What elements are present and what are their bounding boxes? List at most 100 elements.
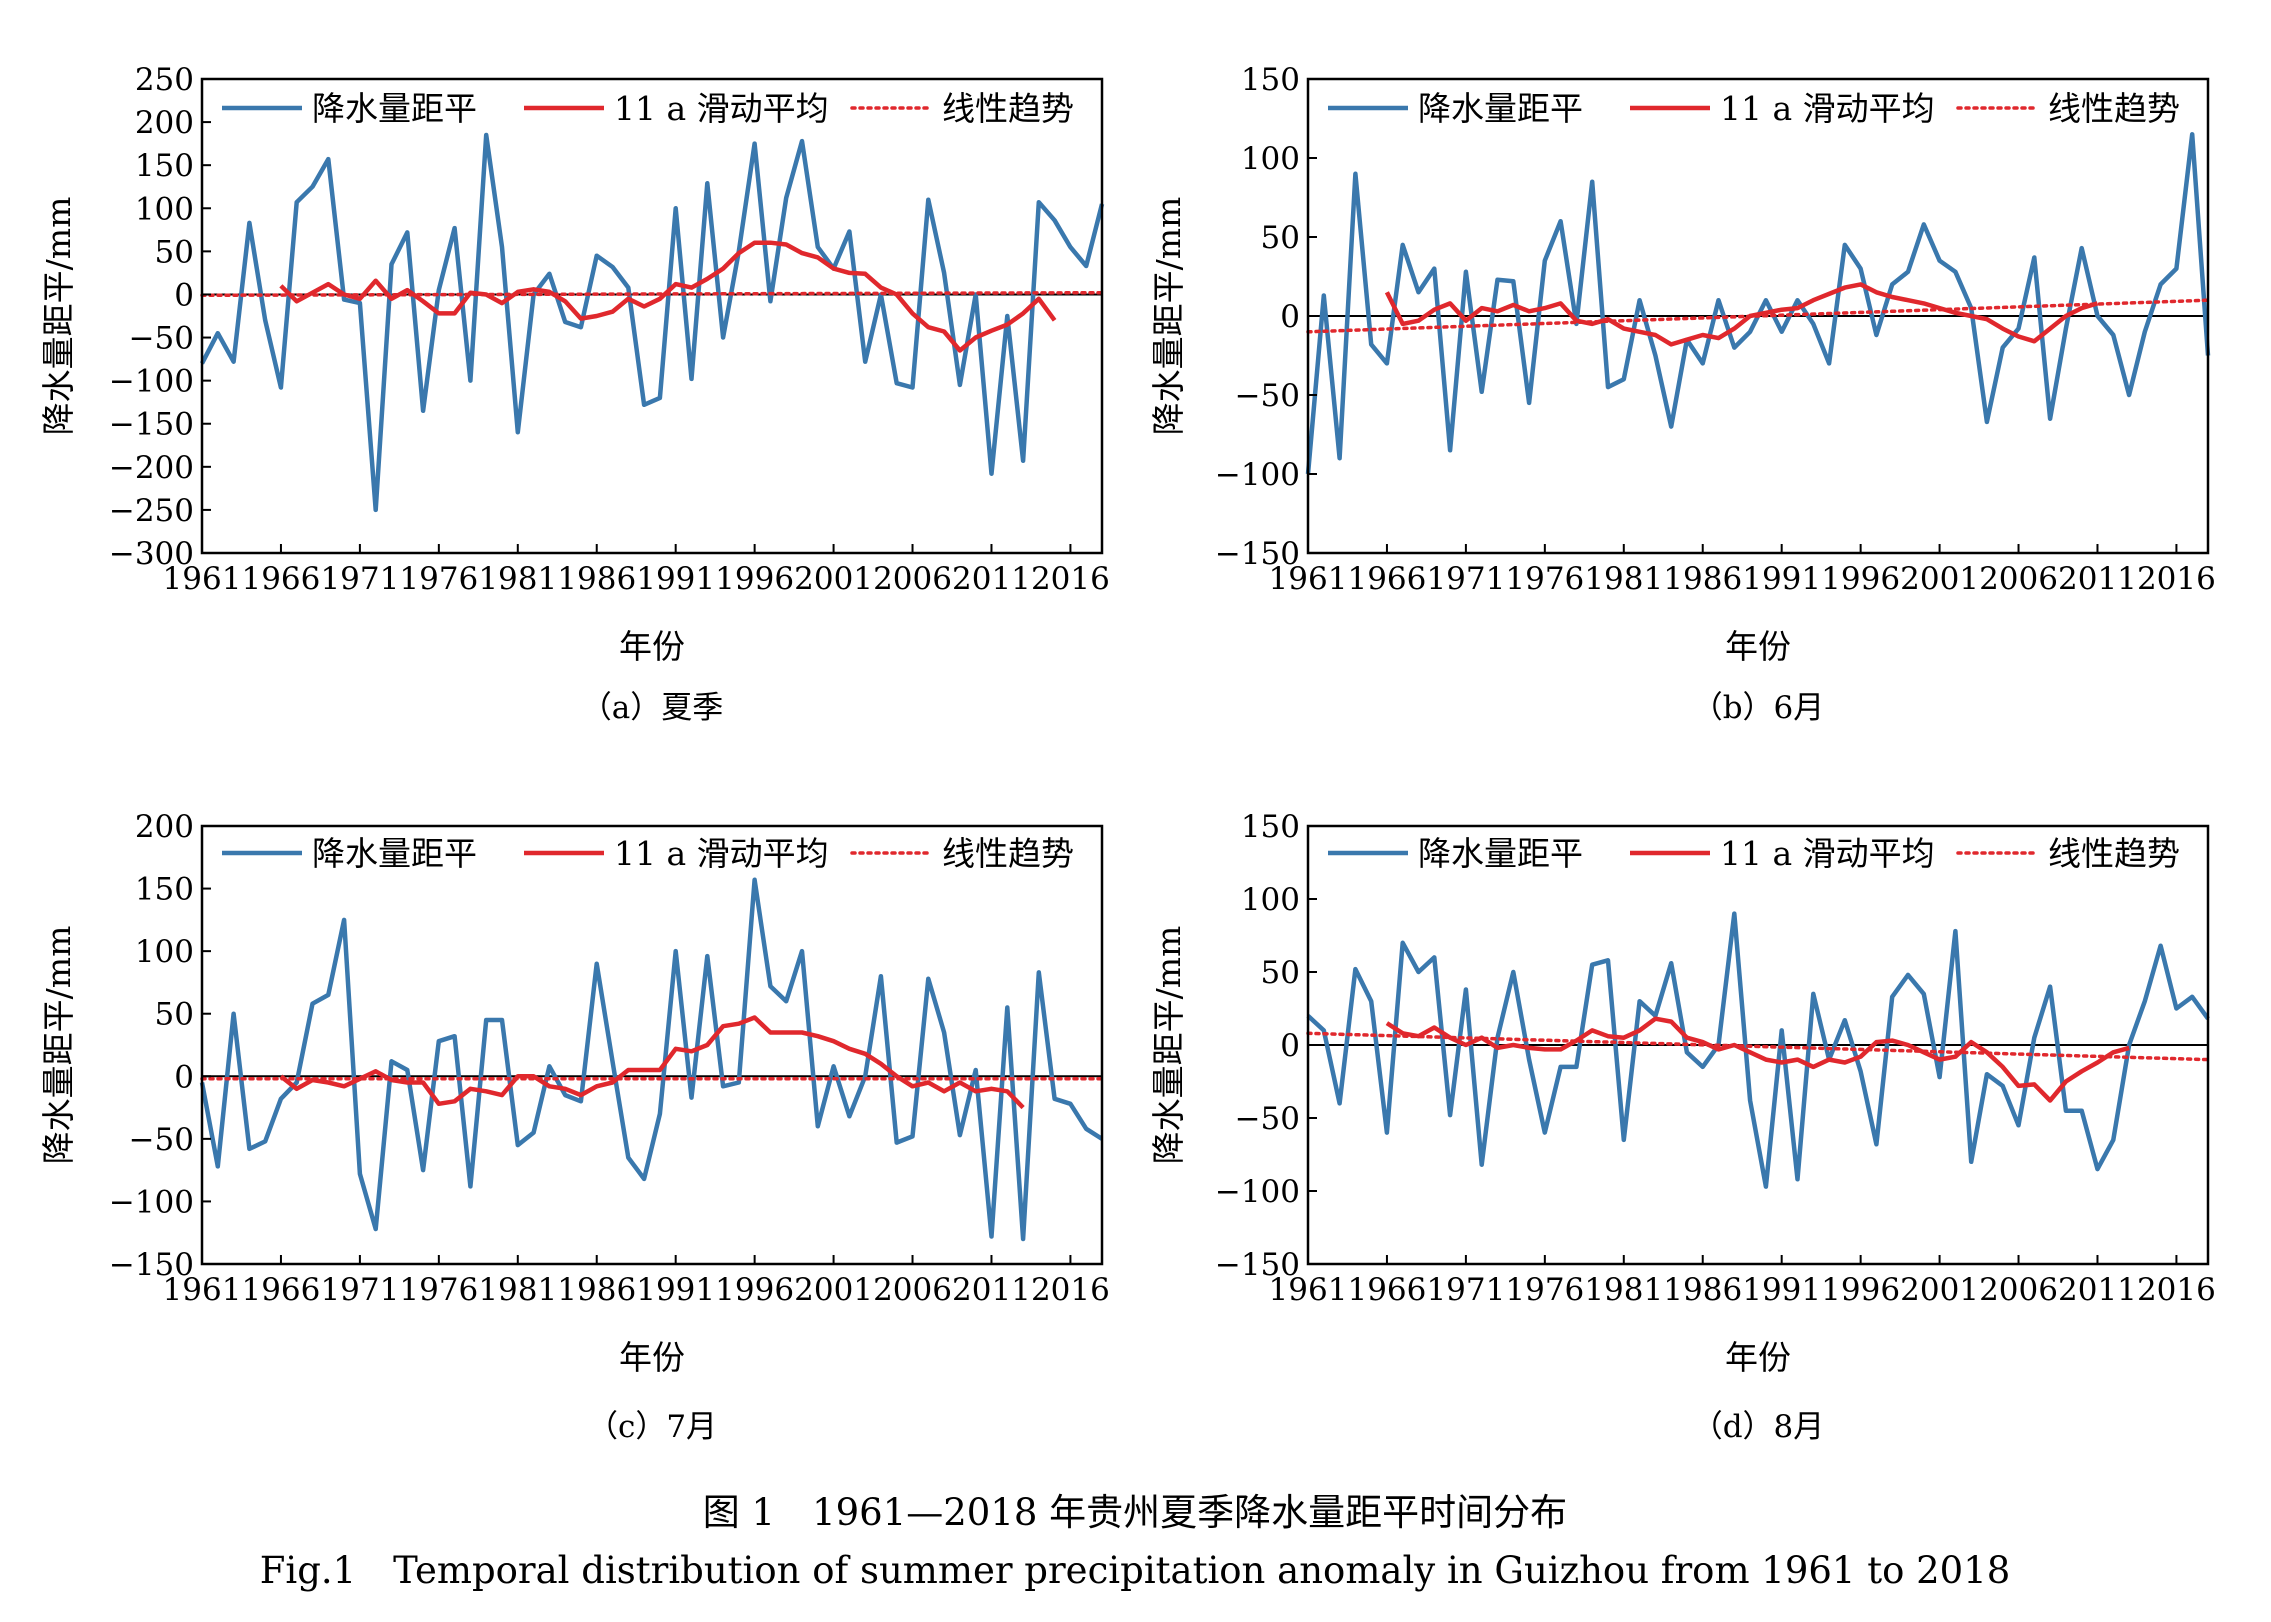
chart-panel: 250200150100500−50−100−150−200−250−30019… bbox=[39, 62, 1110, 726]
y-tick-label: 150 bbox=[1241, 809, 1300, 845]
y-tick-label: 0 bbox=[174, 277, 194, 313]
y-axis-title: 降水量距平/mm bbox=[1149, 926, 1188, 1165]
legend-trend-label: 线性趋势 bbox=[2048, 89, 2180, 128]
figure-caption-en: Fig.1 Temporal distribution of summer pr… bbox=[260, 1549, 2011, 1592]
moving-average-line bbox=[279, 240, 1057, 353]
y-tick-label: 100 bbox=[1241, 882, 1300, 918]
x-tick-label: 1986 bbox=[1663, 561, 1742, 597]
x-tick-label: 1961 bbox=[1269, 1272, 1348, 1308]
y-tick-label: 0 bbox=[174, 1059, 194, 1095]
x-tick-label: 2006 bbox=[1979, 1272, 2058, 1308]
y-tick-label: −100 bbox=[1215, 457, 1300, 493]
x-tick-label: 1981 bbox=[478, 561, 557, 597]
x-tick-label: 1991 bbox=[636, 561, 715, 597]
legend-trend-label: 线性趋势 bbox=[942, 834, 1074, 873]
plot-frame bbox=[200, 77, 1104, 555]
y-tick-label: 100 bbox=[135, 934, 194, 970]
y-tick-label: −150 bbox=[1215, 1247, 1300, 1283]
x-tick-label: 2001 bbox=[794, 1272, 873, 1308]
y-tick-label: −150 bbox=[109, 407, 194, 443]
trend-line bbox=[200, 290, 1104, 298]
x-tick-label: 2011 bbox=[952, 1272, 1031, 1308]
y-tick-label: −100 bbox=[109, 1184, 194, 1220]
x-axis-title: 年份 bbox=[619, 1338, 685, 1377]
legend-anomaly-label: 降水量距平 bbox=[1418, 834, 1583, 873]
x-tick-label: 1966 bbox=[1347, 1272, 1426, 1308]
y-tick-label: −100 bbox=[109, 364, 194, 400]
y-tick-label: 200 bbox=[135, 809, 194, 845]
legend: 降水量距平 11 a 滑动平均 线性趋势 bbox=[1328, 89, 2180, 128]
anomaly-line bbox=[199, 877, 1104, 1242]
x-tick-label: 2016 bbox=[1031, 561, 1110, 597]
y-tick-label: −100 bbox=[1215, 1174, 1300, 1210]
y-tick-label: −150 bbox=[109, 1247, 194, 1283]
x-tick-label: 2001 bbox=[1900, 561, 1979, 597]
x-tick-label: 2016 bbox=[2137, 561, 2216, 597]
y-axis-title: 降水量距平/mm bbox=[39, 926, 78, 1165]
y-tick-label: −150 bbox=[1215, 536, 1300, 572]
x-axis-title: 年份 bbox=[1725, 627, 1791, 666]
x-tick-label: 1966 bbox=[241, 1272, 320, 1308]
x-tick-label: 1986 bbox=[1663, 1272, 1742, 1308]
y-tick-label: 50 bbox=[155, 234, 194, 270]
y-tick-label: 50 bbox=[1261, 220, 1300, 256]
x-tick-label: 2011 bbox=[952, 561, 1031, 597]
figure-caption-cn: 图 1 1961—2018 年贵州夏季降水量距平时间分布 bbox=[703, 1491, 1567, 1534]
y-tick-label: −250 bbox=[109, 493, 194, 529]
y-tick-label: −50 bbox=[1235, 1101, 1300, 1137]
trend-line bbox=[1306, 298, 2210, 334]
x-tick-label: 1961 bbox=[163, 561, 242, 597]
x-tick-label: 1976 bbox=[1505, 1272, 1584, 1308]
x-tick-label: 1976 bbox=[399, 1272, 478, 1308]
y-tick-label: 150 bbox=[135, 148, 194, 184]
x-tick-label: 1996 bbox=[715, 1272, 794, 1308]
legend: 降水量距平 11 a 滑动平均 线性趋势 bbox=[222, 89, 1074, 128]
y-tick-label: 200 bbox=[135, 105, 194, 141]
x-tick-label: 2006 bbox=[873, 561, 952, 597]
legend: 降水量距平 11 a 滑动平均 线性趋势 bbox=[222, 834, 1074, 873]
plot-series bbox=[1306, 911, 2210, 1189]
plot-series bbox=[199, 877, 1104, 1242]
x-tick-label: 1971 bbox=[1426, 561, 1505, 597]
y-axis-title: 降水量距平/mm bbox=[39, 197, 78, 436]
plot-series bbox=[1305, 132, 2211, 475]
y-tick-label: −50 bbox=[129, 321, 194, 357]
x-tick-label: 2001 bbox=[1900, 1272, 1979, 1308]
y-tick-label: 150 bbox=[1241, 62, 1300, 98]
legend-anomaly-label: 降水量距平 bbox=[312, 89, 477, 128]
moving-average-line bbox=[1385, 1016, 2130, 1103]
y-tick-label: 0 bbox=[1280, 1028, 1300, 1064]
anomaly-line bbox=[1306, 911, 2210, 1189]
x-tick-label: 1991 bbox=[636, 1272, 715, 1308]
legend: 降水量距平 11 a 滑动平均 线性趋势 bbox=[1328, 834, 2180, 873]
legend-trend-label: 线性趋势 bbox=[2048, 834, 2180, 873]
y-tick-label: 100 bbox=[1241, 141, 1300, 177]
moving-average-line bbox=[1384, 282, 2099, 347]
legend-moving-average-label: 11 a 滑动平均 bbox=[1720, 834, 1935, 873]
y-tick-label: 50 bbox=[1261, 955, 1300, 991]
x-tick-label: 2001 bbox=[794, 561, 873, 597]
x-tick-label: 1986 bbox=[557, 1272, 636, 1308]
legend-anomaly-label: 降水量距平 bbox=[1418, 89, 1583, 128]
x-tick-label: 1981 bbox=[478, 1272, 557, 1308]
x-tick-label: 1981 bbox=[1584, 1272, 1663, 1308]
x-tick-label: 1966 bbox=[241, 561, 320, 597]
legend-anomaly-label: 降水量距平 bbox=[312, 834, 477, 873]
x-tick-label: 1971 bbox=[320, 1272, 399, 1308]
x-tick-label: 1996 bbox=[1821, 1272, 1900, 1308]
legend-moving-average-label: 11 a 滑动平均 bbox=[614, 89, 829, 128]
legend-moving-average-label: 11 a 滑动平均 bbox=[614, 834, 829, 873]
legend-trend-label: 线性趋势 bbox=[942, 89, 1074, 128]
plot-frame bbox=[200, 824, 1104, 1266]
x-tick-label: 1991 bbox=[1742, 561, 1821, 597]
y-tick-label: 0 bbox=[1280, 299, 1300, 335]
x-tick-label: 1966 bbox=[1347, 561, 1426, 597]
x-tick-label: 1961 bbox=[163, 1272, 242, 1308]
trend-line bbox=[1306, 1031, 2210, 1062]
panel-caption: （c）7月 bbox=[587, 1409, 717, 1445]
x-tick-label: 1986 bbox=[557, 561, 636, 597]
